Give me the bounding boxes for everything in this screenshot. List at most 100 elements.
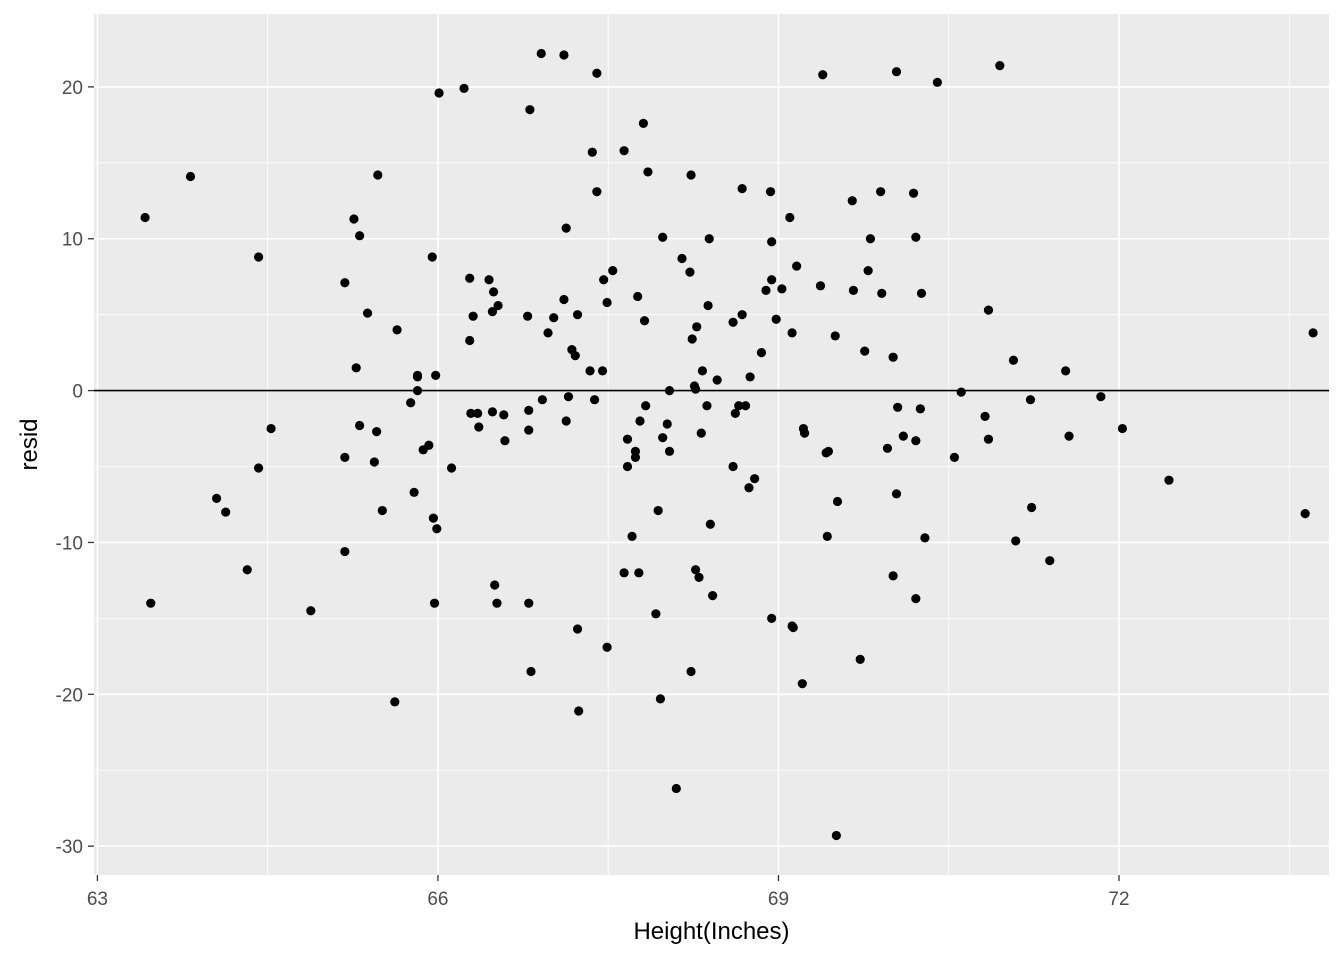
- data-point: [431, 370, 441, 381]
- data-point: [705, 519, 715, 529]
- y-tick-label: 20: [62, 78, 83, 99]
- data-point: [619, 568, 629, 578]
- data-point: [559, 50, 569, 60]
- data-point: [662, 419, 672, 429]
- data-point: [592, 187, 602, 197]
- data-point: [599, 275, 609, 285]
- panel-background: [94, 14, 1329, 875]
- data-point: [767, 613, 777, 623]
- data-point: [745, 372, 755, 382]
- data-point: [355, 420, 365, 431]
- data-point: [434, 88, 444, 98]
- data-point: [459, 83, 469, 94]
- y-axis: -30 -20 -10 0 10 20: [56, 78, 94, 858]
- data-point: [406, 398, 416, 408]
- data-point: [561, 223, 571, 233]
- data-point: [372, 426, 382, 437]
- data-point: [831, 830, 841, 841]
- data-point: [242, 565, 252, 575]
- data-point: [146, 598, 156, 608]
- data-point: [750, 474, 760, 484]
- data-point: [412, 385, 423, 396]
- data-point: [785, 212, 795, 223]
- data-point: [691, 384, 701, 394]
- data-point: [911, 232, 921, 242]
- data-point: [932, 77, 942, 87]
- data-point: [570, 351, 580, 361]
- data-point: [737, 310, 747, 320]
- data-point: [253, 252, 264, 262]
- data-point: [266, 423, 276, 434]
- data-point: [823, 446, 834, 456]
- data-point: [377, 505, 387, 516]
- data-point: [696, 428, 706, 438]
- data-point: [792, 261, 802, 271]
- data-point: [860, 346, 870, 356]
- data-point: [526, 666, 536, 677]
- data-point: [608, 266, 618, 276]
- data-point: [561, 416, 571, 426]
- data-point: [1025, 395, 1036, 405]
- data-point: [639, 316, 650, 326]
- data-point: [744, 483, 754, 493]
- data-point: [473, 408, 483, 418]
- data-point: [465, 335, 475, 346]
- data-point: [658, 433, 668, 443]
- data-point: [686, 666, 696, 677]
- data-point: [893, 402, 903, 412]
- data-point: [740, 401, 751, 411]
- data-point: [524, 598, 534, 608]
- data-point: [702, 401, 712, 411]
- data-point: [1300, 508, 1310, 519]
- data-point: [995, 61, 1005, 71]
- data-point: [1027, 502, 1037, 513]
- data-point: [916, 288, 927, 299]
- data-point: [691, 565, 701, 575]
- data-point: [362, 308, 373, 318]
- data-point: [493, 300, 503, 311]
- data-point: [734, 401, 744, 411]
- data-point: [708, 590, 718, 601]
- data-point: [523, 311, 533, 321]
- data-point: [983, 434, 994, 444]
- data-point: [355, 231, 365, 241]
- data-point: [787, 328, 797, 338]
- data-point: [484, 275, 494, 285]
- data-point: [818, 70, 828, 80]
- data-point: [634, 568, 644, 578]
- data-point: [468, 311, 478, 321]
- data-point: [765, 187, 776, 197]
- data-point: [592, 68, 602, 78]
- data-point: [685, 267, 695, 277]
- data-point: [655, 694, 666, 704]
- data-point: [832, 496, 843, 507]
- data-point: [949, 452, 960, 463]
- data-point: [474, 422, 484, 432]
- data-point: [524, 405, 534, 415]
- data-point: [712, 375, 722, 385]
- x-tick-label: 69: [768, 889, 789, 910]
- data-point: [500, 436, 510, 446]
- data-point: [1164, 475, 1174, 485]
- data-point: [627, 531, 637, 541]
- y-axis-title: resid: [16, 418, 43, 470]
- data-point: [694, 572, 704, 582]
- data-point: [815, 281, 826, 291]
- data-point: [633, 291, 643, 302]
- data-point: [465, 273, 475, 283]
- data-point: [822, 531, 832, 541]
- data-point: [730, 408, 740, 418]
- data-point: [622, 461, 633, 472]
- data-point: [697, 366, 708, 376]
- data-point: [1008, 355, 1019, 365]
- data-point: [664, 446, 675, 456]
- data-point: [253, 463, 264, 473]
- data-point: [888, 352, 898, 362]
- data-point: [830, 331, 840, 341]
- data-point: [537, 395, 547, 405]
- data-point: [622, 434, 633, 444]
- y-tick-label: -20: [56, 685, 83, 706]
- data-point: [704, 234, 714, 244]
- data-point: [848, 285, 858, 295]
- data-point: [651, 609, 661, 619]
